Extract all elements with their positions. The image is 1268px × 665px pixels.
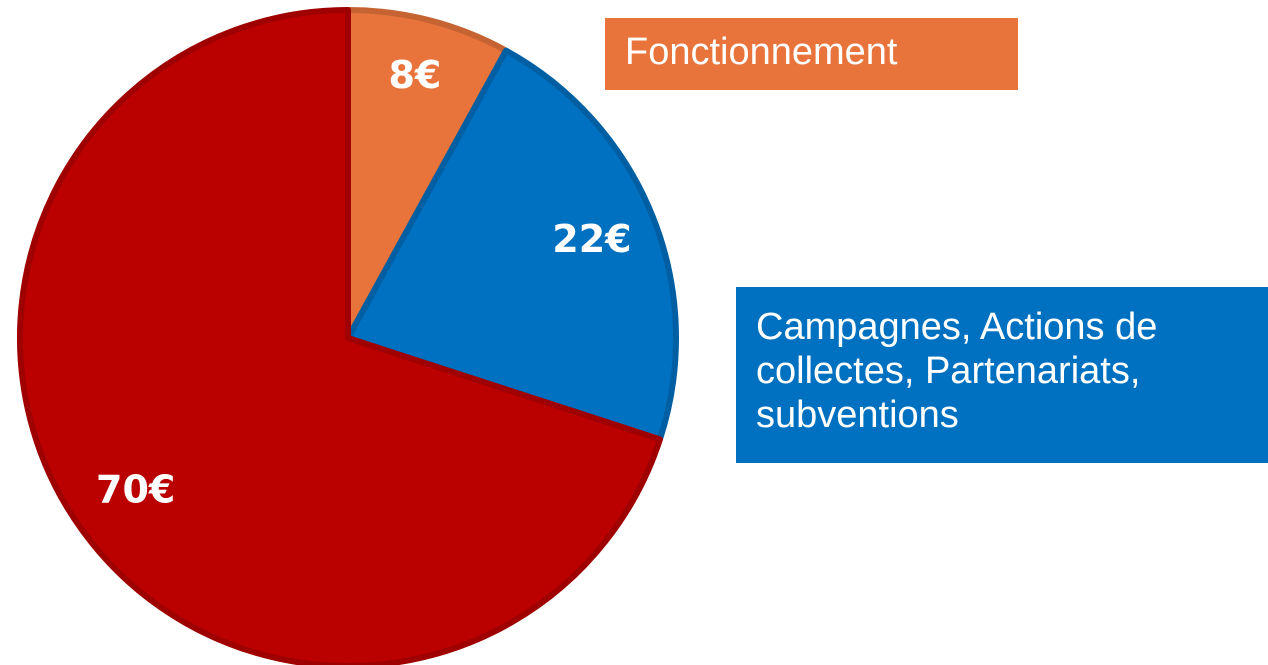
data-label: 70€: [96, 468, 175, 512]
pie-slice: [17, 7, 663, 665]
data-label: 22€: [552, 217, 631, 261]
legend-entry: Campagnes, Actions de collectes, Partena…: [736, 287, 1268, 463]
data-label: 8€: [388, 53, 441, 97]
legend-entry: Fonctionnement: [605, 18, 1018, 90]
pie-slice: [345, 47, 679, 443]
pie-slice: [345, 7, 510, 341]
